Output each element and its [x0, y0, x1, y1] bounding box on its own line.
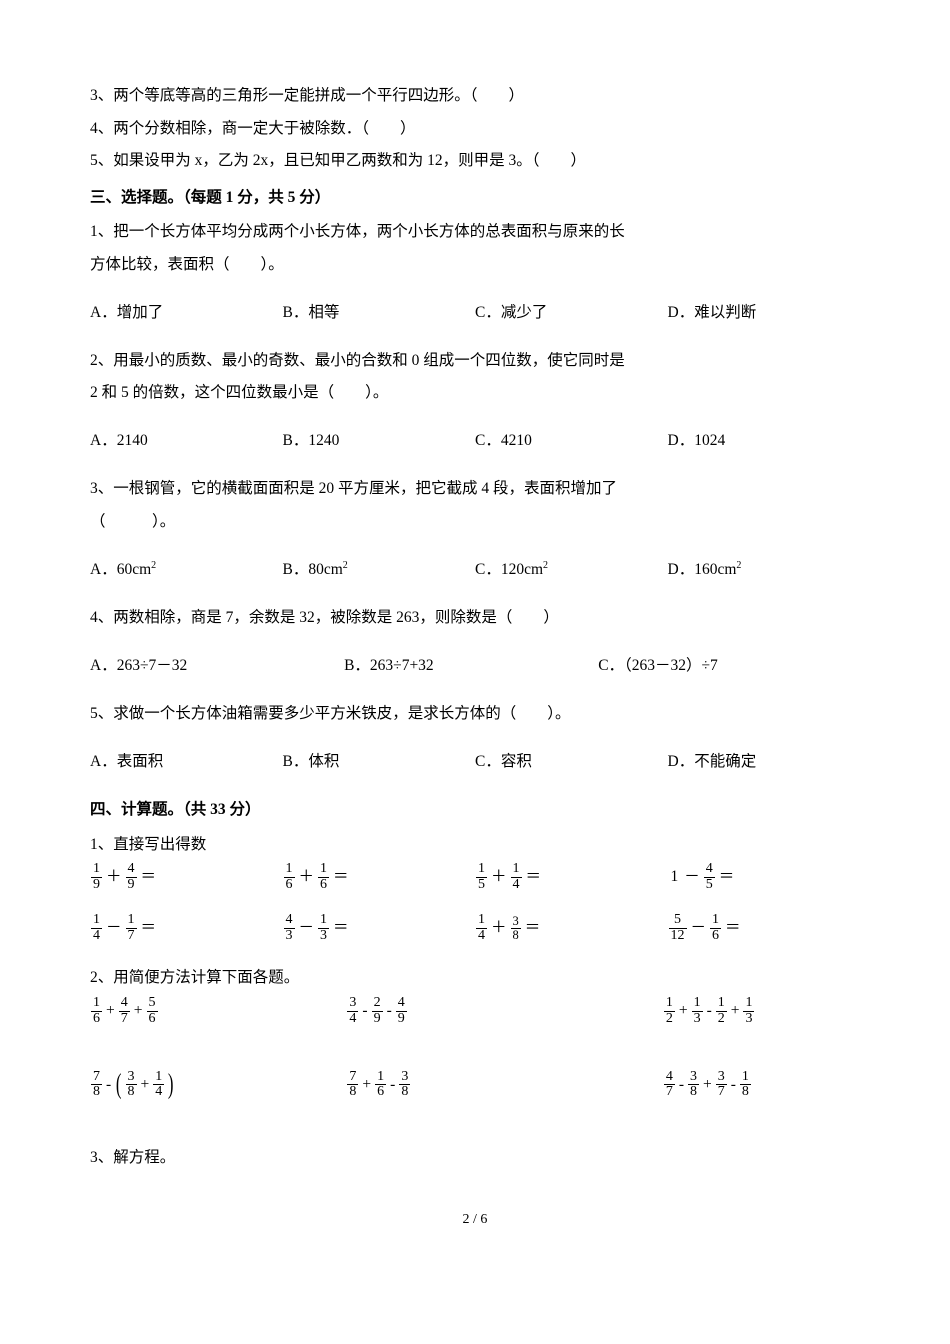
tf-q5: 5、如果设甲为 x，乙为 2x，且已知甲乙两数和为 12，则甲是 3。（ ） [90, 145, 860, 178]
s3-q2-opt-d[interactable]: D．1024 [668, 425, 861, 458]
s3-q3-opt-d[interactable]: D．160cm2 [668, 554, 861, 587]
s3-q1-stem2: 方体比较，表面积（ ）。 [90, 249, 860, 282]
s3-q4-opt-c[interactable]: C．（263－32）÷7 [598, 650, 852, 683]
calc-2-3: 14 ＋ 38 ＝ [475, 912, 668, 945]
s3-q2-stem2: 2 和 5 的倍数，这个四位数最小是（ ）。 [90, 377, 860, 410]
s3-q3-options: A．60cm2 B．80cm2 C．120cm2 D．160cm2 [90, 554, 860, 587]
s4-p1: 1、直接写出得数 [90, 829, 860, 862]
calc-row-1: 19 ＋ 49 ＝ 16 ＋ 16 ＝ 15 ＋ 14 ＝ 1 － 45 ＝ [90, 861, 860, 894]
section-3-heading: 三、选择题。（每题 1 分，共 5 分） [90, 182, 860, 215]
s3-q3-opt-c[interactable]: C．120cm2 [475, 554, 668, 587]
s3-q1-opt-c[interactable]: C．减少了 [475, 297, 668, 330]
tf-q3: 3、两个等底等高的三角形一定能拼成一个平行四边形。（ ） [90, 80, 860, 113]
s3-q3-stem1: 3、一根钢管，它的横截面面积是 20 平方厘米，把它截成 4 段，表面积增加了 [90, 473, 860, 506]
calc-3-2: 34 - 29 - 49 [346, 995, 602, 1028]
calc-4-1: 78 - 38 + 14 [90, 1056, 346, 1115]
s3-q5-opt-c[interactable]: C．容积 [475, 746, 668, 779]
s3-q5-opt-a[interactable]: A．表面积 [90, 746, 283, 779]
calc-2-2: 43 － 13 ＝ [283, 912, 476, 945]
s3-q2-opt-b[interactable]: B．1240 [283, 425, 476, 458]
s3-q3-opt-b[interactable]: B．80cm2 [283, 554, 476, 587]
calc-1-1: 19 ＋ 49 ＝ [90, 861, 283, 894]
s3-q5-options: A．表面积 B．体积 C．容积 D．不能确定 [90, 746, 860, 779]
s3-q4-options: A．263÷7－32 B．263÷7+32 C．（263－32）÷7 [90, 650, 860, 683]
calc-3-1: 16 + 47 + 56 [90, 995, 346, 1028]
calc-2-4: 512 － 16 ＝ [668, 912, 861, 945]
page-footer: 2 / 6 [90, 1205, 860, 1234]
s3-q2-opt-c[interactable]: C．4210 [475, 425, 668, 458]
calc-4-2: 78 + 16 - 38 [346, 1056, 602, 1115]
s3-q1-opt-b[interactable]: B．相等 [283, 297, 476, 330]
calc-1-2: 16 ＋ 16 ＝ [283, 861, 476, 894]
calc-row-3: 16 + 47 + 56 34 - 29 - 49 12 + 13 - 12 +… [90, 995, 860, 1028]
calc-1-3: 15 ＋ 14 ＝ [475, 861, 668, 894]
s3-q2-options: A．2140 B．1240 C．4210 D．1024 [90, 425, 860, 458]
calc-1-4: 1 － 45 ＝ [668, 861, 861, 894]
s3-q5-opt-d[interactable]: D．不能确定 [668, 746, 861, 779]
calc-2-1: 14 － 17 ＝ [90, 912, 283, 945]
calc-row-2: 14 － 17 ＝ 43 － 13 ＝ 14 ＋ 38 ＝ 512 － 16 ＝ [90, 912, 860, 945]
s3-q2-opt-a[interactable]: A．2140 [90, 425, 283, 458]
section-4-heading: 四、计算题。（共 33 分） [90, 794, 860, 827]
s4-p3: 3、解方程。 [90, 1142, 860, 1175]
s3-q1-stem1: 1、把一个长方体平均分成两个小长方体，两个小长方体的总表面积与原来的长 [90, 216, 860, 249]
s3-q3-opt-a[interactable]: A．60cm2 [90, 554, 283, 587]
s3-q4-stem: 4、两数相除，商是 7，余数是 32，被除数是 263，则除数是（ ） [90, 602, 860, 635]
s3-q1-options: A．增加了 B．相等 C．减少了 D．难以判断 [90, 297, 860, 330]
s3-q4-opt-a[interactable]: A．263÷7－32 [90, 650, 344, 683]
s3-q5-stem: 5、求做一个长方体油箱需要多少平方米铁皮，是求长方体的（ ）。 [90, 698, 860, 731]
s3-q2-stem1: 2、用最小的质数、最小的奇数、最小的合数和 0 组成一个四位数，使它同时是 [90, 345, 860, 378]
calc-3-3: 12 + 13 - 12 + 13 [603, 995, 859, 1028]
s3-q1-opt-a[interactable]: A．增加了 [90, 297, 283, 330]
calc-row-4: 78 - 38 + 14 78 + 16 - 38 47 - 38 + 37 -… [90, 1056, 860, 1115]
calc-4-3: 47 - 38 + 37 - 18 [603, 1056, 859, 1115]
s3-q5-opt-b[interactable]: B．体积 [283, 746, 476, 779]
s4-p2: 2、用简便方法计算下面各题。 [90, 962, 860, 995]
tf-q4: 4、两个分数相除，商一定大于被除数．（ ） [90, 113, 860, 146]
s3-q3-stem2: （ ）。 [90, 506, 860, 539]
s3-q1-opt-d[interactable]: D．难以判断 [668, 297, 861, 330]
s3-q4-opt-b[interactable]: B．263÷7+32 [344, 650, 598, 683]
